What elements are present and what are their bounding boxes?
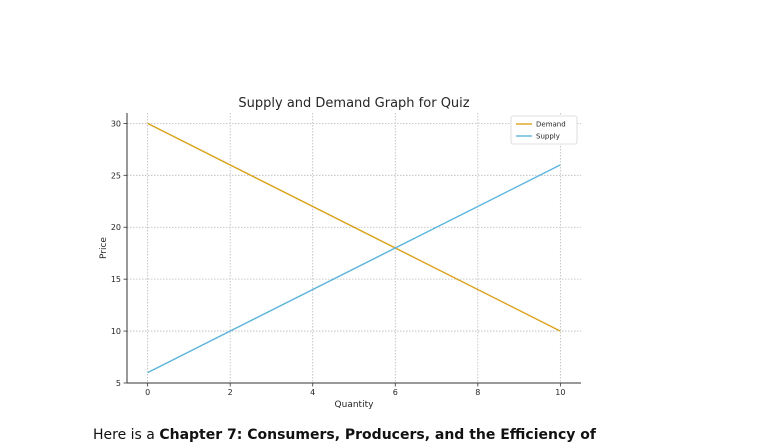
chart-title: Supply and Demand Graph for Quiz (238, 96, 469, 111)
demand-line (147, 122, 561, 332)
y-tick-label: 25 (111, 171, 121, 180)
x-tick-label: 8 (475, 388, 480, 397)
x-tick-label: 10 (555, 388, 565, 397)
legend-label-supply: Supply (536, 133, 560, 141)
caption-bold-title: Chapter 7: Consumers, Producers, and the… (159, 427, 596, 443)
y-tick-label: 5 (116, 379, 121, 388)
series-lines (147, 122, 561, 374)
x-tick-label: 6 (393, 388, 398, 397)
x-axis-label: Quantity (335, 400, 375, 410)
x-tick-label: 4 (310, 388, 315, 397)
x-tick-label: 0 (145, 388, 150, 397)
x-tick-label: 2 (228, 388, 233, 397)
y-tick-label: 10 (111, 327, 121, 336)
caption-text: Here is a Chapter 7: Consumers, Producer… (93, 427, 596, 443)
y-tick-label: 20 (111, 223, 121, 232)
legend-box (510, 115, 578, 145)
legend: Demand Supply (510, 115, 578, 145)
axes: 0 2 4 6 8 10 5 10 15 20 25 30 (111, 113, 581, 397)
caption-prefix: Here is a (93, 427, 160, 443)
y-tick-label: 15 (111, 275, 121, 284)
y-tick-label: 30 (111, 119, 121, 128)
grid (127, 113, 581, 384)
supply-line (147, 164, 561, 374)
legend-label-demand: Demand (536, 121, 566, 129)
y-axis-label: Price (99, 237, 109, 259)
